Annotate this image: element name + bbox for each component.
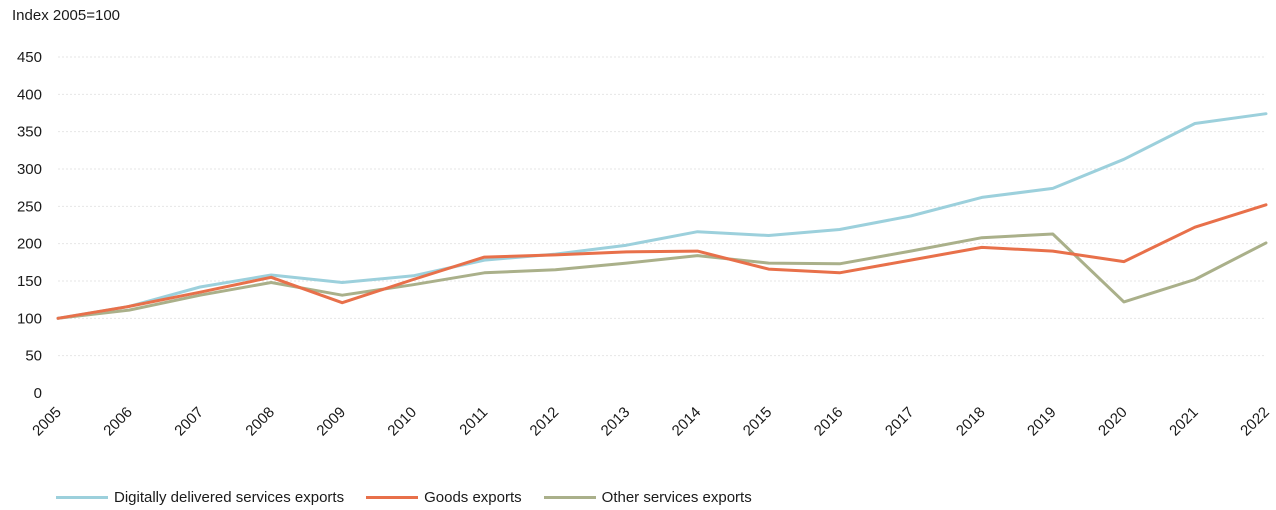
y-tick-label: 50 [25,348,42,365]
y-tick-label: 0 [34,385,42,402]
gridlines [58,56,1266,357]
series-line-digitally-delivered-services-exports [56,112,1268,320]
x-tick-label: 2016 [811,404,847,440]
x-tick-label: 2013 [598,404,634,440]
x-tick-label: 2017 [882,404,918,440]
y-tick-label: 150 [17,273,42,290]
y-tick-label: 350 [17,124,42,141]
x-tick-label: 2010 [385,404,421,440]
y-axis-ticks: 0 50 100 150 200 250 300 350 400 450 [17,49,42,402]
y-tick-label: 400 [17,86,42,103]
legend-label-other: Other services exports [601,489,752,506]
x-tick-label: 2018 [953,404,989,440]
line-chart: 0 50 100 150 200 250 300 350 400 450 2005 2006 2007… [17,49,1273,440]
x-axis-ticks: 2005 2006 2007 2008 2009 2010 2011 2012 2013 2014… [29,404,1273,440]
x-tick-label: 2019 [1024,404,1060,440]
x-tick-label: 2012 [527,404,563,440]
y-tick-label: 200 [17,236,42,253]
legend-label-goods: Goods exports [424,489,522,506]
y-axis-unit-label: Index 2005=100 [12,7,121,24]
x-tick-label: 2008 [242,404,278,440]
legend-item-digital: Digitally delivered services exports [56,489,344,506]
x-tick-label: 2020 [1095,404,1131,440]
legend-item-other: Other services exports [543,489,752,506]
series-lines [56,112,1268,320]
legend-swatch-goods [366,496,419,499]
series-line-other-services-exports [56,232,1268,320]
x-tick-label: 2022 [1237,404,1273,440]
legend-swatch-digital [56,496,108,499]
legend-swatch-other [543,496,596,499]
y-tick-label: 300 [17,161,42,178]
x-tick-label: 2009 [313,404,349,440]
x-tick-label: 2006 [100,404,136,440]
y-tick-label: 450 [17,49,42,66]
x-tick-label: 2015 [740,404,776,440]
legend-item-goods: Goods exports [366,489,522,506]
x-tick-label: 2011 [456,404,491,439]
legend: Digitally delivered services exports Goo… [56,489,774,506]
y-tick-label: 250 [17,198,42,215]
series-line-goods-exports [56,203,1268,320]
x-tick-label: 2007 [171,404,207,440]
x-tick-label: 2021 [1166,404,1202,440]
x-tick-label: 2005 [29,404,65,440]
legend-label-digital: Digitally delivered services exports [114,489,345,506]
x-tick-label: 2014 [669,404,705,440]
y-tick-label: 100 [17,310,42,327]
